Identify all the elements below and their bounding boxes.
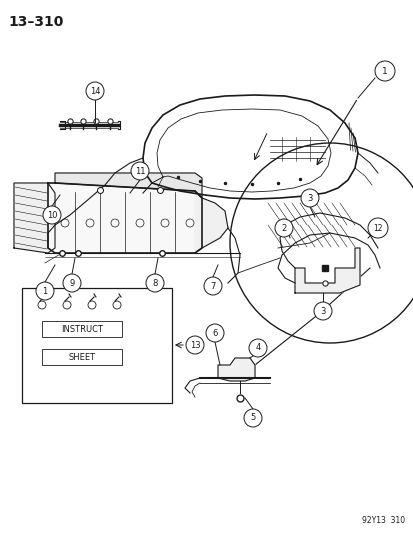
Polygon shape [195,191,228,253]
Circle shape [86,82,104,100]
Circle shape [300,189,318,207]
Text: 12: 12 [373,223,382,232]
Polygon shape [55,173,202,198]
Circle shape [206,324,223,342]
Text: 9: 9 [69,279,74,287]
Polygon shape [14,183,55,253]
Text: 13–310: 13–310 [8,15,63,29]
Text: 7: 7 [210,281,215,290]
Circle shape [36,282,54,300]
Circle shape [374,61,394,81]
Text: 1: 1 [381,67,387,76]
FancyBboxPatch shape [42,349,122,365]
Text: 10: 10 [47,211,57,220]
Circle shape [367,218,387,238]
Text: 8: 8 [152,279,157,287]
Text: SHEET: SHEET [68,352,95,361]
Text: 5: 5 [250,414,255,423]
Circle shape [243,409,261,427]
Polygon shape [218,358,254,381]
Text: 1: 1 [42,287,47,295]
FancyBboxPatch shape [22,288,171,403]
Text: 92Y13  310: 92Y13 310 [361,516,404,525]
Text: 2: 2 [281,223,286,232]
Text: 13: 13 [189,341,200,350]
Circle shape [146,274,164,292]
Circle shape [131,162,149,180]
Text: 11: 11 [134,166,145,175]
Polygon shape [294,248,359,293]
Text: 3: 3 [306,193,312,203]
Text: 3: 3 [320,306,325,316]
Text: 14: 14 [90,86,100,95]
Circle shape [313,302,331,320]
Text: INSTRUCT: INSTRUCT [61,325,103,334]
Circle shape [185,336,204,354]
Polygon shape [48,183,202,253]
Circle shape [43,206,61,224]
Circle shape [204,277,221,295]
Circle shape [63,274,81,292]
Text: 4: 4 [255,343,260,352]
Circle shape [274,219,292,237]
Text: 6: 6 [212,328,217,337]
FancyBboxPatch shape [42,321,122,337]
Circle shape [248,339,266,357]
